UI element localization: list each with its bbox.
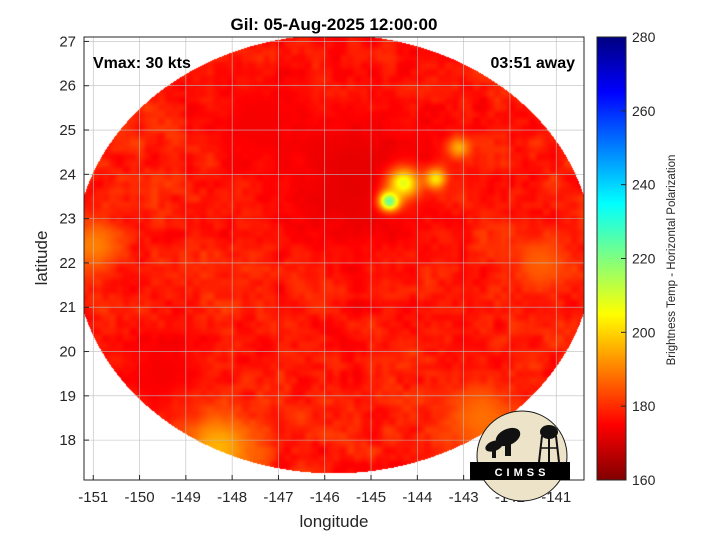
y-ticks: 18 19 20 21 22 23 24 25 26 27 bbox=[59, 33, 89, 449]
colorbar-tick-label: 220 bbox=[632, 251, 656, 267]
y-tick-label: 27 bbox=[59, 33, 76, 50]
plot-border bbox=[83, 36, 585, 481]
x-axis-label: longitude bbox=[299, 512, 368, 531]
x-tick-label: -147 bbox=[263, 489, 293, 506]
x-tick-label: -146 bbox=[310, 489, 340, 506]
y-tick-label: 21 bbox=[59, 299, 76, 316]
logo-disk bbox=[476, 410, 568, 502]
x-tick-label: -145 bbox=[356, 489, 386, 506]
colorbar-ticks: 160 180 200 220 240 260 280 bbox=[621, 29, 656, 488]
logo-ground bbox=[470, 462, 570, 480]
y-tick-label: 26 bbox=[59, 78, 76, 95]
colorbar-tick-label: 280 bbox=[632, 29, 656, 45]
y-tick-label: 18 bbox=[59, 432, 76, 449]
colorbar: 160 180 200 220 240 260 280 Brightness Temp - … bbox=[596, 29, 678, 488]
colorbar-tick-label: 260 bbox=[632, 103, 656, 119]
colorbar-tick-label: 180 bbox=[632, 398, 656, 414]
satellite-dish-icon bbox=[485, 427, 521, 458]
x-tick-label: -148 bbox=[217, 489, 247, 506]
y-tick-label: 20 bbox=[59, 344, 76, 361]
x-ticks: -151-150-149-148-147-146-145-144-143-142… bbox=[78, 475, 571, 506]
y-axis-label: latitude bbox=[32, 231, 51, 286]
colorbar-tick-label: 160 bbox=[632, 472, 656, 488]
logo-text: CIMSS bbox=[495, 467, 550, 479]
colorbar-tick-label: 240 bbox=[632, 177, 656, 193]
vmax-label: Vmax: 30 kts bbox=[93, 55, 191, 72]
brightness-temp-swath bbox=[84, 37, 584, 480]
y-tick-label: 19 bbox=[59, 388, 76, 405]
x-tick-label: -143 bbox=[449, 489, 479, 506]
gridlines bbox=[84, 37, 584, 480]
colorbar-label: Brightness Temp - Horizontal Polarizatio… bbox=[666, 155, 678, 366]
y-tick-label: 22 bbox=[59, 255, 76, 272]
x-tick-label: -149 bbox=[171, 489, 201, 506]
x-tick-label: -144 bbox=[402, 489, 432, 506]
y-tick-label: 24 bbox=[59, 166, 76, 183]
time-away-label: 03:51 away bbox=[490, 55, 575, 72]
figure-title: Gil: 05-Aug-2025 12:00:00 bbox=[231, 15, 438, 34]
x-tick-label: -141 bbox=[541, 489, 571, 506]
map-axes: -151-150-149-148-147-146-145-144-143-142… bbox=[59, 33, 585, 506]
y-tick-label: 23 bbox=[59, 211, 76, 228]
y-tick-label: 25 bbox=[59, 122, 76, 139]
x-tick-label: -151 bbox=[78, 489, 108, 506]
cimss-logo: CIMSS bbox=[470, 410, 570, 502]
water-tower-icon bbox=[538, 425, 560, 463]
colorbar-tick-label: 200 bbox=[632, 324, 656, 340]
x-tick-label: -150 bbox=[125, 489, 155, 506]
